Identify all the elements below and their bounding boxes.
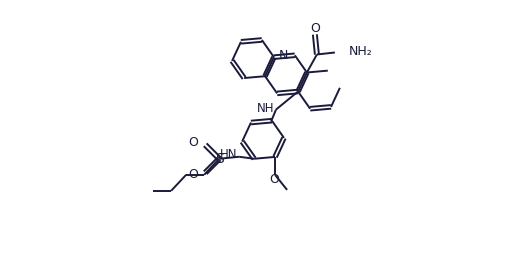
Text: NH: NH bbox=[257, 102, 274, 115]
Text: S: S bbox=[215, 152, 224, 166]
Text: O: O bbox=[310, 22, 320, 35]
Text: HN: HN bbox=[220, 148, 237, 161]
Text: O: O bbox=[188, 136, 198, 149]
Text: N: N bbox=[279, 49, 288, 62]
Text: O: O bbox=[188, 168, 198, 181]
Text: NH₂: NH₂ bbox=[349, 45, 373, 58]
Text: O: O bbox=[269, 173, 279, 186]
